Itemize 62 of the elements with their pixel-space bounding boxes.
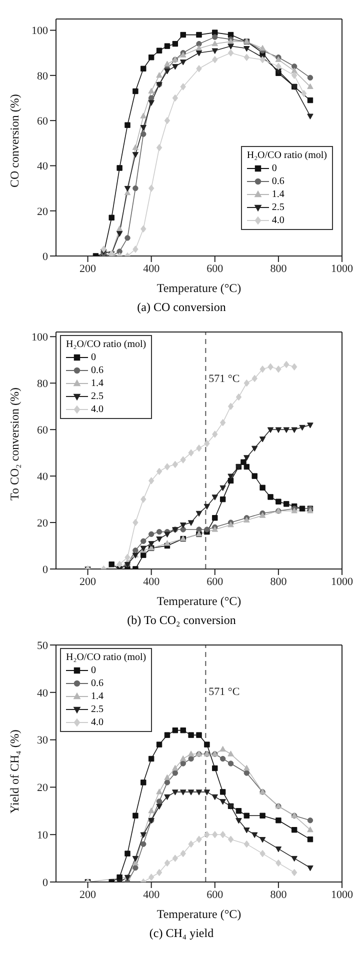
y-tick-label: 80 — [37, 378, 48, 390]
x-tick-label: 200 — [80, 576, 97, 588]
x-tick-label: 200 — [80, 262, 97, 275]
legend-label: 2.5 — [91, 703, 104, 716]
y-tick-label: 50 — [37, 640, 48, 652]
x-tick-label: 1000 — [331, 262, 354, 275]
text: (a) CO conversion — [136, 300, 227, 315]
ref-line-label: 571 °C — [208, 686, 240, 698]
x-tick-label: 600 — [206, 888, 224, 901]
legend-label: 4.0 — [91, 716, 104, 729]
legend-label: 1.4 — [272, 188, 284, 201]
legend-title: H₂O/CO ratio (mol) — [246, 149, 327, 162]
x-tick-label: 600 — [206, 262, 224, 275]
y-tick-label: 30 — [37, 734, 48, 747]
x-tick-label: 400 — [143, 576, 160, 588]
legend-label: 0.6 — [91, 364, 104, 377]
x-axis-title: Temperature (°C) — [156, 907, 242, 921]
y-tick-label: 60 — [37, 424, 48, 436]
x-tick-label: 1000 — [331, 888, 354, 901]
x-tick-label: 200 — [80, 888, 97, 901]
legend-title: H₂O/CO ratio (mol) — [66, 338, 146, 351]
legend-label: 1.4 — [91, 377, 104, 390]
y-tick-label: 0 — [42, 876, 48, 889]
y-tick-label: 40 — [37, 160, 48, 173]
y-tick-label: 100 — [32, 25, 48, 38]
text: (c) CH₄ yield — [148, 926, 215, 941]
y-tick-label: 80 — [37, 70, 48, 82]
legend-label: 2.5 — [272, 201, 284, 214]
x-tick-label: 800 — [270, 262, 288, 275]
x-tick-label: 600 — [206, 576, 224, 588]
legend-label: 0.6 — [91, 677, 104, 690]
legend-label: 0.6 — [272, 175, 284, 188]
x-tick-label: 800 — [270, 576, 288, 588]
x-axis-title: Temperature (°C) — [156, 594, 242, 608]
y-tick-label: 100 — [32, 332, 48, 344]
y-axis-title: To CO₂ conversion (%) — [7, 388, 22, 500]
y-tick-label: 0 — [42, 564, 48, 576]
y-tick-label: 20 — [37, 782, 48, 794]
x-tick-label: 400 — [143, 888, 160, 901]
legend-label: 0 — [272, 162, 277, 175]
legend-label: 4.0 — [91, 403, 104, 416]
x-tick-label: 400 — [143, 262, 160, 275]
y-tick-label: 20 — [37, 517, 48, 530]
legend-title: H₂O/CO ratio (mol) — [66, 651, 146, 664]
x-axis-title: Temperature (°C) — [156, 281, 242, 295]
y-tick-label: 60 — [37, 115, 48, 128]
legend-label: 0 — [91, 351, 96, 364]
y-tick-label: 40 — [37, 687, 48, 700]
text: (b) To CO₂ conversion — [126, 613, 237, 628]
x-tick-label: 800 — [270, 888, 288, 901]
ref-line-label: 571 °C — [208, 373, 240, 385]
legend-label: 4.0 — [272, 214, 284, 227]
y-tick-label: 40 — [37, 470, 48, 483]
y-axis-title: Yield of CH₄ (%) — [7, 730, 22, 814]
y-tick-label: 20 — [37, 206, 48, 218]
legend-label: 0 — [91, 664, 96, 677]
y-tick-label: 0 — [42, 250, 48, 263]
y-axis-title: CO conversion (%) — [7, 94, 22, 188]
x-tick-label: 1000 — [331, 576, 354, 588]
legend-label: 2.5 — [91, 390, 104, 403]
y-tick-label: 10 — [37, 830, 48, 842]
legend-label: 1.4 — [91, 690, 104, 703]
